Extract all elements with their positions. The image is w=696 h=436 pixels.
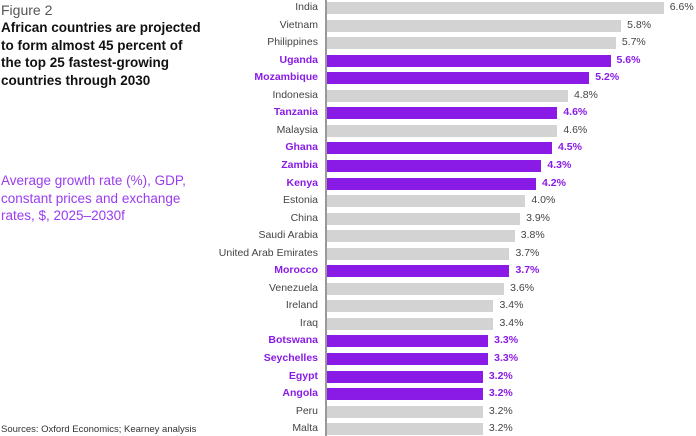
value-label: 4.8% [573, 88, 598, 101]
category-label: Philippines [267, 36, 318, 49]
bar-saudi-arabia [327, 230, 515, 243]
value-label: 4.2% [542, 176, 566, 189]
bar-kenya [327, 177, 537, 190]
category-label: Peru [295, 404, 318, 417]
bar-mozambique [327, 72, 590, 85]
category-label: Saudi Arabia [258, 229, 318, 242]
y-axis-line [325, 0, 327, 436]
category-label: Kenya [286, 176, 318, 189]
bar-ghana [327, 142, 552, 155]
bar-malta [327, 423, 483, 436]
bar-iraq [327, 317, 494, 330]
value-label: 3.7% [515, 246, 540, 259]
bar-philippines [327, 37, 616, 50]
bar-indonesia [327, 89, 568, 102]
value-label: 3.4% [499, 299, 524, 312]
category-label: Egypt [288, 369, 318, 382]
category-label: Angola [282, 387, 318, 400]
category-label: Ireland [285, 299, 318, 312]
value-label: 5.7% [621, 36, 646, 49]
bar-seychelles [327, 353, 489, 365]
bar-botswana [327, 335, 489, 348]
value-label: 3.7% [515, 264, 540, 277]
figure-label: Figure 2 [1, 2, 53, 18]
category-label: Iraq [299, 316, 318, 329]
bar-peru [327, 405, 483, 418]
bar-zambia [327, 159, 542, 172]
chart-subtitle: Average growth rate (%), GDP, constant p… [1, 173, 186, 223]
chart-title: African countries are projected to form … [1, 20, 201, 88]
category-label: Ghana [285, 141, 318, 154]
category-label: Vietnam [279, 18, 318, 31]
category-label: Seychelles [263, 352, 318, 364]
bar-united-arab-emirates [327, 247, 510, 260]
bar-venezuela [327, 282, 505, 295]
bar-uganda [327, 54, 611, 67]
category-label: Tanzania [273, 106, 318, 119]
value-label: 5.6% [616, 53, 641, 66]
value-label: 3.4% [499, 316, 524, 329]
value-label: 3.3% [494, 334, 519, 347]
bar-egypt [327, 370, 483, 383]
category-label: Uganda [279, 53, 318, 66]
category-label: United Arab Emirates [218, 246, 318, 259]
value-label: 4.5% [558, 141, 582, 154]
category-label: Indonesia [272, 88, 318, 101]
category-label: Malta [292, 422, 318, 435]
value-label: 3.2% [488, 422, 513, 435]
value-label: 4.6% [563, 106, 588, 119]
value-label: 4.3% [547, 158, 572, 171]
bar-morocco [327, 265, 510, 278]
category-label: Mozambique [254, 71, 318, 84]
bar-india [327, 2, 664, 14]
bar-china [327, 212, 521, 225]
value-label: 6.6% [669, 1, 694, 13]
value-label: 3.9% [526, 211, 551, 224]
category-label: Botswana [268, 334, 318, 347]
value-label: 4.6% [563, 123, 588, 136]
category-label: China [290, 211, 318, 224]
category-label: Zambia [281, 158, 318, 171]
value-label: 3.2% [488, 404, 513, 417]
value-label: 3.2% [488, 387, 513, 400]
value-label: 3.6% [510, 281, 535, 294]
bar-vietnam [327, 19, 622, 32]
value-label: 3.2% [488, 369, 513, 382]
value-label: 5.2% [595, 71, 620, 84]
bar-angola [327, 388, 483, 401]
bar-malaysia [327, 124, 558, 137]
value-label: 3.8% [520, 229, 545, 242]
bar-tanzania [327, 107, 558, 120]
category-label: Morocco [274, 264, 318, 277]
bar-estonia [327, 195, 526, 208]
category-label: Estonia [282, 194, 318, 207]
bar-ireland [327, 300, 494, 313]
chart-source: Sources: Oxford Economics; Kearney analy… [1, 424, 197, 435]
category-label: Malaysia [276, 123, 318, 136]
value-label: 4.0% [531, 194, 556, 207]
value-label: 5.8% [627, 18, 652, 31]
category-label: Venezuela [268, 281, 318, 294]
value-label: 3.3% [494, 352, 519, 364]
category-label: India [295, 1, 318, 13]
